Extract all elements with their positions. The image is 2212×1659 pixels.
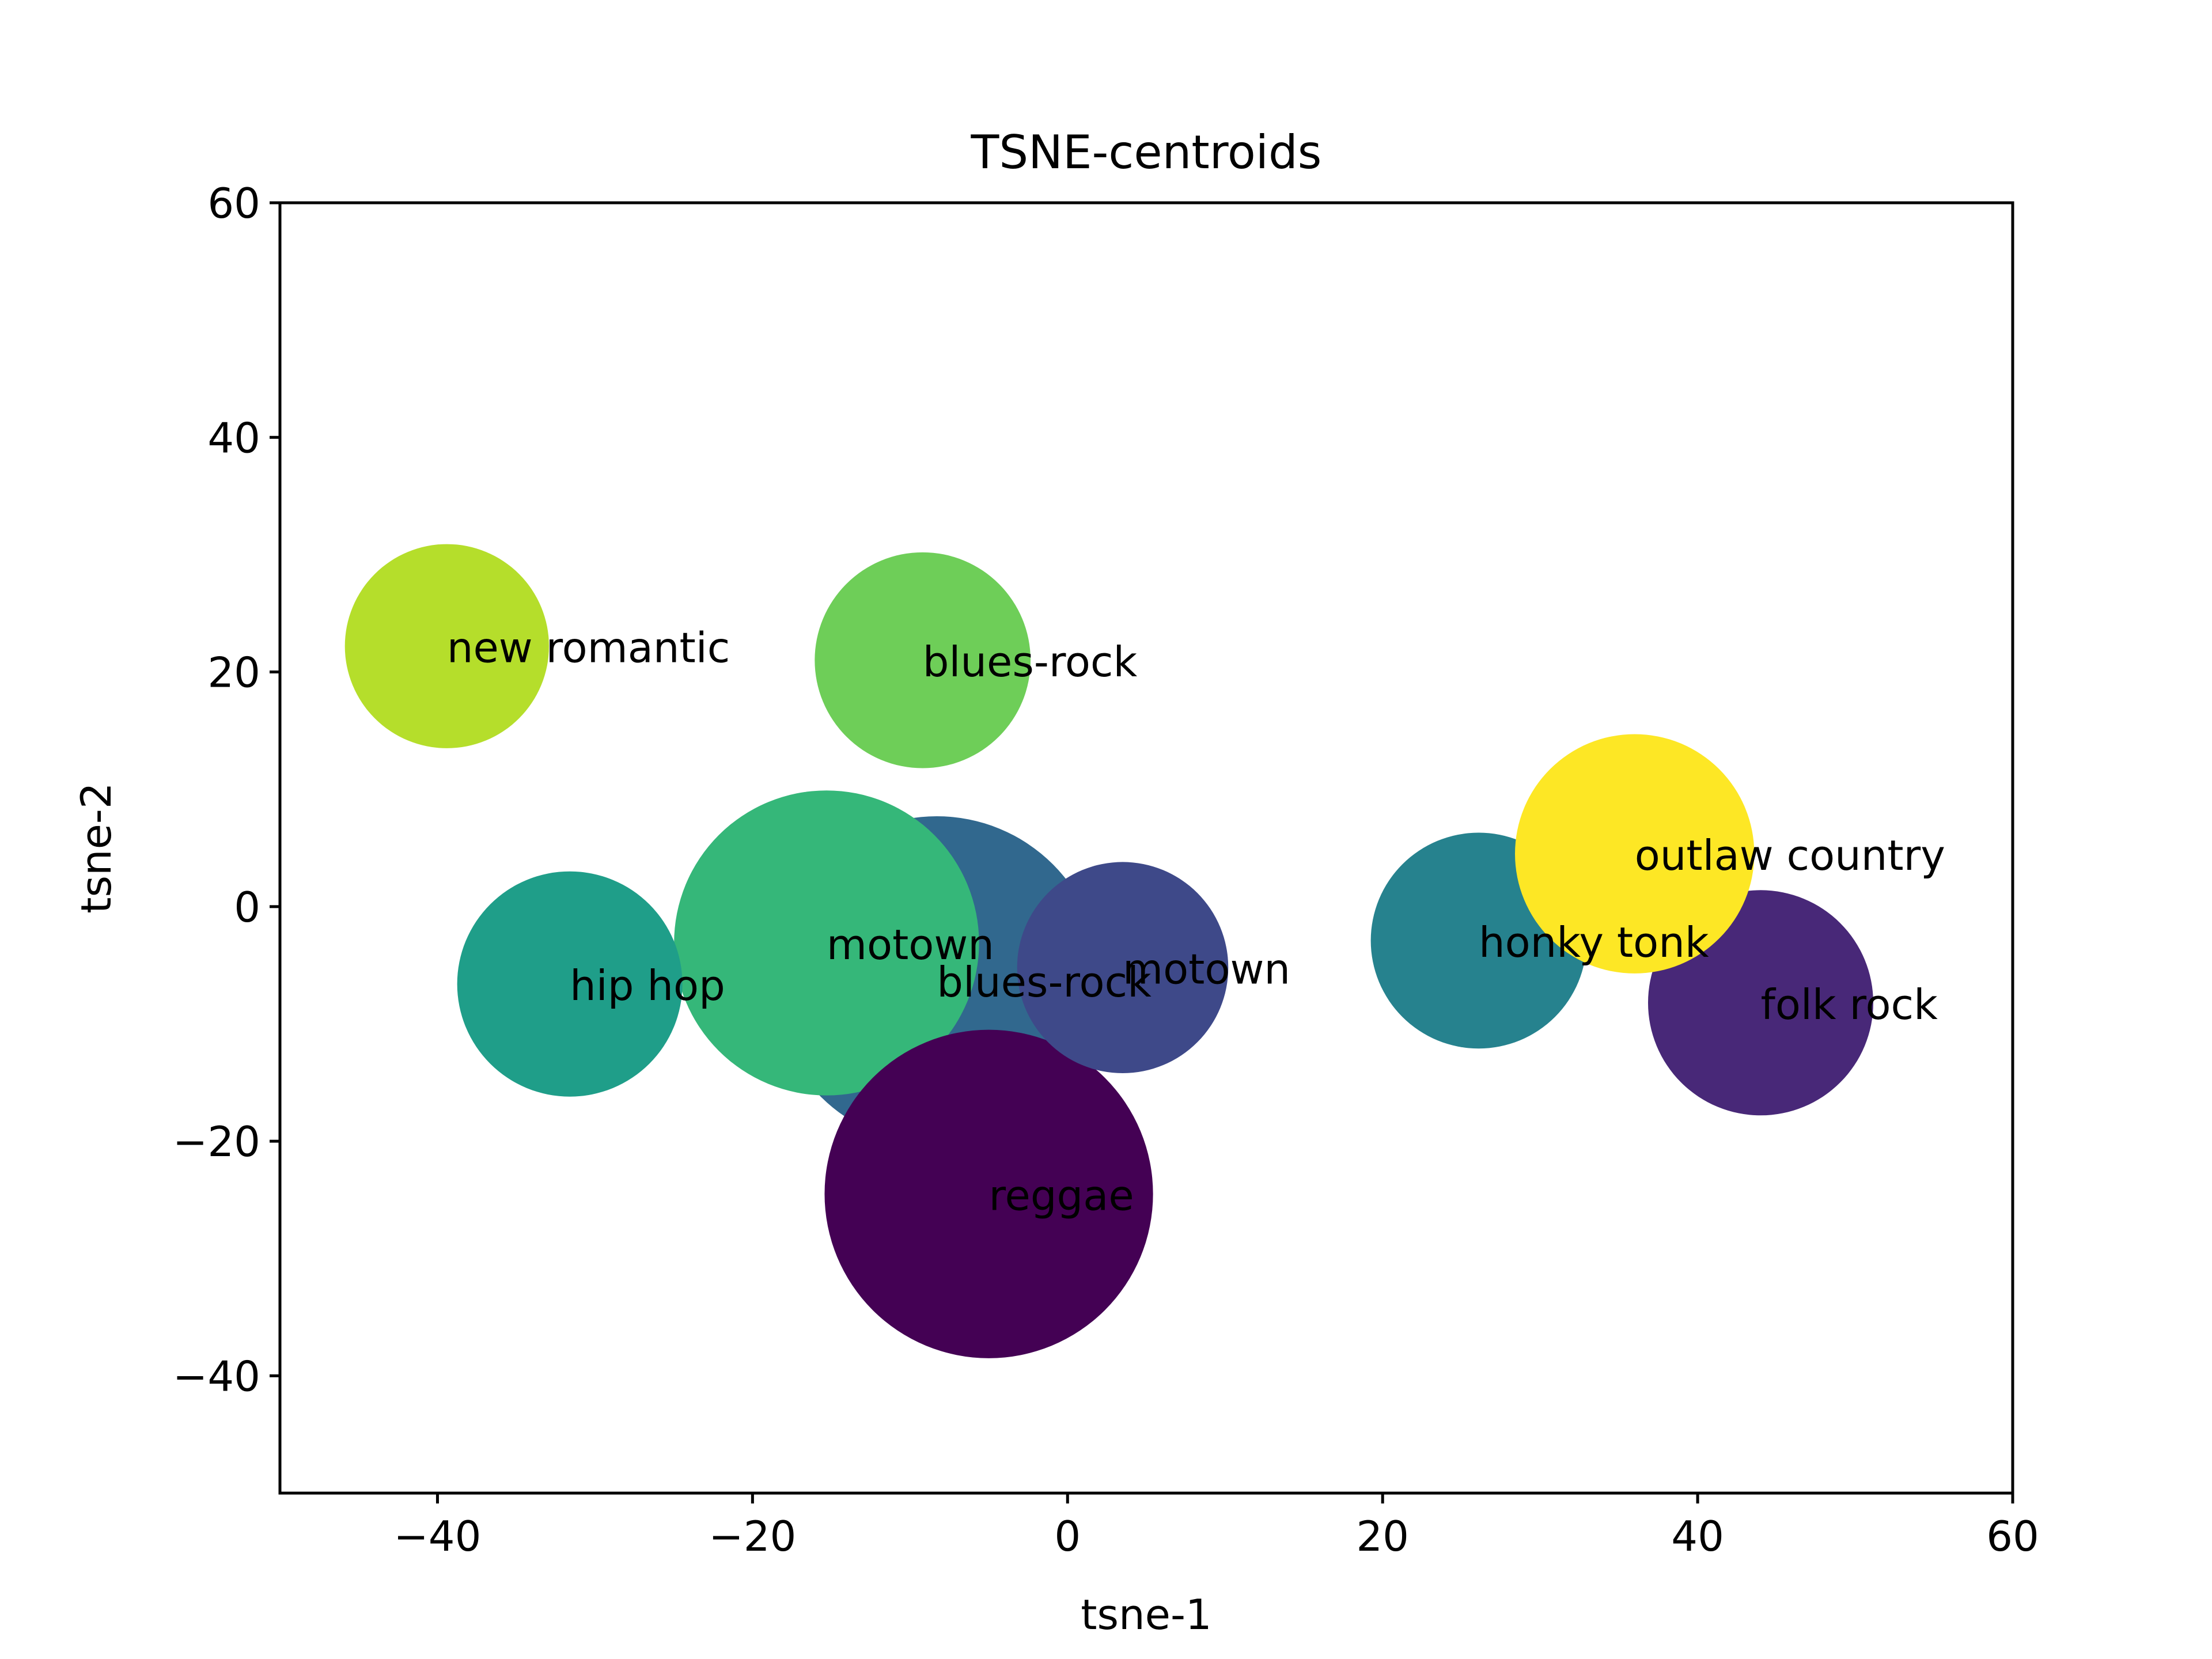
y-tick-label: 0 xyxy=(234,883,260,931)
x-tick-label: −20 xyxy=(709,1512,796,1560)
x-tick-label: 0 xyxy=(1054,1512,1081,1560)
centroid-label: new romantic xyxy=(447,624,730,672)
y-axis-ticks: −40 −20 0 20 40 60 xyxy=(173,179,280,1400)
y-tick-label: 40 xyxy=(207,414,260,462)
centroid-point xyxy=(457,871,683,1097)
centroid-label: motown xyxy=(1123,945,1290,994)
y-tick-label: −40 xyxy=(173,1352,260,1400)
centroid-label: outlaw country xyxy=(1635,831,1945,880)
centroid-point xyxy=(824,1029,1153,1358)
centroid-label: motown xyxy=(827,921,994,969)
centroid-label: honky tonk xyxy=(1479,918,1709,967)
y-tick-label: 60 xyxy=(207,179,260,228)
centroid-point xyxy=(815,552,1031,768)
centroid-point xyxy=(1017,862,1229,1073)
centroid-point xyxy=(344,544,550,748)
x-tick-label: 60 xyxy=(1986,1512,2039,1560)
y-tick-label: −20 xyxy=(173,1118,260,1166)
centroid-label: reggae xyxy=(989,1172,1134,1220)
points-layer xyxy=(344,544,1873,1358)
centroid-label: folk rock xyxy=(1760,980,1938,1029)
x-tick-label: 20 xyxy=(1356,1512,1409,1560)
x-axis-ticks: −40 −20 0 20 40 60 xyxy=(393,1493,2039,1560)
x-axis-label: tsne-1 xyxy=(1081,1590,1211,1639)
centroid-point xyxy=(674,790,979,1096)
y-axis-label: tsne-2 xyxy=(72,782,120,913)
centroid-label: blues-rock xyxy=(937,958,1152,1006)
x-tick-label: −40 xyxy=(393,1512,481,1560)
centroid-label: hip hop xyxy=(570,961,725,1010)
centroid-label: blues-rock xyxy=(923,638,1138,686)
y-tick-label: 20 xyxy=(207,649,260,697)
plot-frame xyxy=(278,201,2014,1495)
x-tick-label: 40 xyxy=(1671,1512,1724,1560)
centroid-point xyxy=(1515,734,1755,974)
chart-title: TSNE-centroids xyxy=(971,126,1322,179)
